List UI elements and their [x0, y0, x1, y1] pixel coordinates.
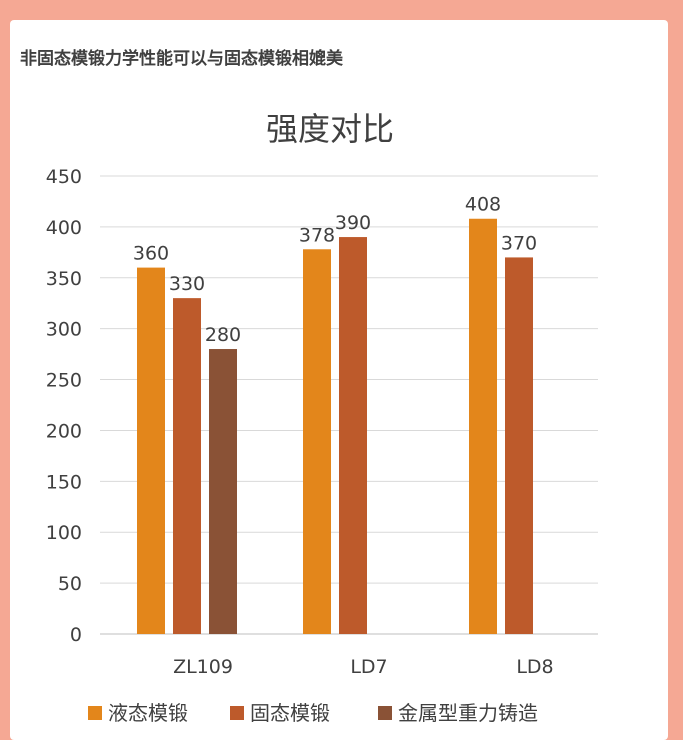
y-tick-label: 400	[46, 217, 82, 239]
y-tick-label: 50	[58, 573, 82, 595]
data-label: 390	[335, 212, 371, 234]
bar	[339, 237, 367, 635]
legend-label: 固态模锻	[250, 701, 330, 725]
y-tick-label: 150	[46, 471, 82, 493]
data-label: 280	[205, 324, 241, 346]
legend-swatch	[378, 706, 392, 720]
y-tick-label: 250	[46, 370, 82, 392]
legend-label: 金属型重力铸造	[398, 701, 538, 725]
bar	[137, 267, 165, 634]
chart-title: 强度对比	[266, 110, 394, 148]
legend-label: 液态模锻	[108, 701, 188, 725]
bar	[469, 218, 497, 634]
y-tick-label: 350	[46, 268, 82, 290]
bar	[209, 349, 237, 634]
bar	[303, 249, 331, 634]
legend-swatch	[88, 706, 102, 720]
x-tick-label: LD7	[350, 656, 387, 678]
x-tick-label: ZL109	[173, 656, 233, 678]
y-tick-label: 0	[70, 624, 82, 646]
data-label: 370	[501, 232, 537, 254]
data-label: 408	[465, 194, 501, 216]
x-tick-label: LD8	[516, 656, 553, 678]
card-title: 非固态模锻力学性能可以与固态模锻相媲美	[20, 49, 343, 69]
bar	[505, 257, 533, 634]
legend-swatch	[230, 706, 244, 720]
bar	[173, 298, 201, 634]
y-tick-label: 450	[46, 166, 82, 188]
data-label: 360	[133, 243, 169, 265]
data-label: 330	[169, 273, 205, 295]
y-tick-label: 200	[46, 420, 82, 442]
y-tick-label: 100	[46, 522, 82, 544]
y-tick-label: 300	[46, 319, 82, 341]
data-label: 378	[299, 224, 335, 246]
